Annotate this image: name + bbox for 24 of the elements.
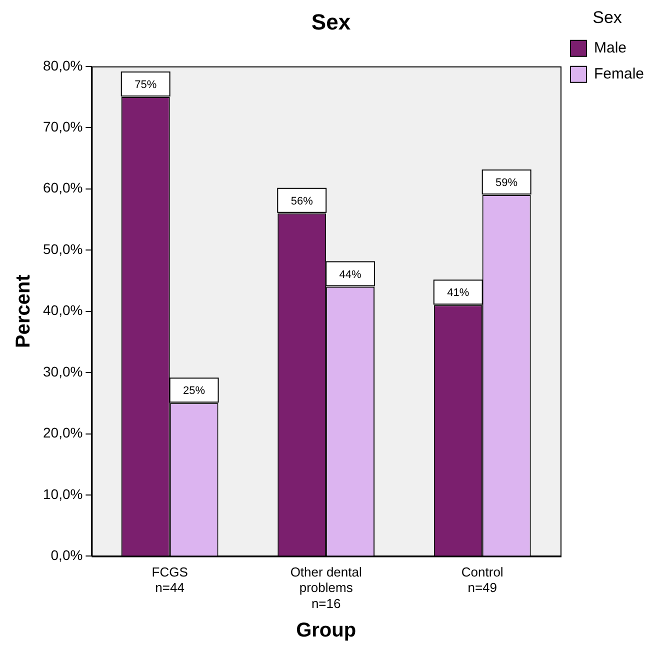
y-tick-label: 80,0% <box>42 57 83 74</box>
data-label: 59% <box>496 177 518 190</box>
data-label: 41% <box>447 287 470 300</box>
x-tick-label: Other dental problems n=16 <box>290 564 362 611</box>
data-label: 44% <box>339 268 362 281</box>
y-tick-label: 30,0% <box>42 363 83 380</box>
y-axis-title: Percent <box>12 274 35 348</box>
data-label: 56% <box>290 195 314 208</box>
legend-label: Female <box>594 66 644 83</box>
x-tick-label: Control n=49 <box>461 564 504 596</box>
y-tick-label: 20,0% <box>42 424 83 441</box>
y-tick-label: 10,0% <box>42 486 83 502</box>
data-label: 75% <box>134 79 157 92</box>
y-tick-label: 60,0% <box>42 180 83 196</box>
data-label: 25% <box>183 385 206 398</box>
y-tick-label: 70,0% <box>42 118 83 134</box>
y-tick-label: 0,0% <box>50 547 83 564</box>
x-axis-title: Group <box>296 620 356 642</box>
x-tick-label: FCGS n=44 <box>152 564 188 596</box>
chart-title: Sex <box>311 9 352 34</box>
legend-title: Sex <box>592 8 622 28</box>
y-tick-label: 40,0% <box>42 302 83 318</box>
legend-label: Male <box>594 40 626 57</box>
y-tick-label: 50,0% <box>42 240 83 257</box>
